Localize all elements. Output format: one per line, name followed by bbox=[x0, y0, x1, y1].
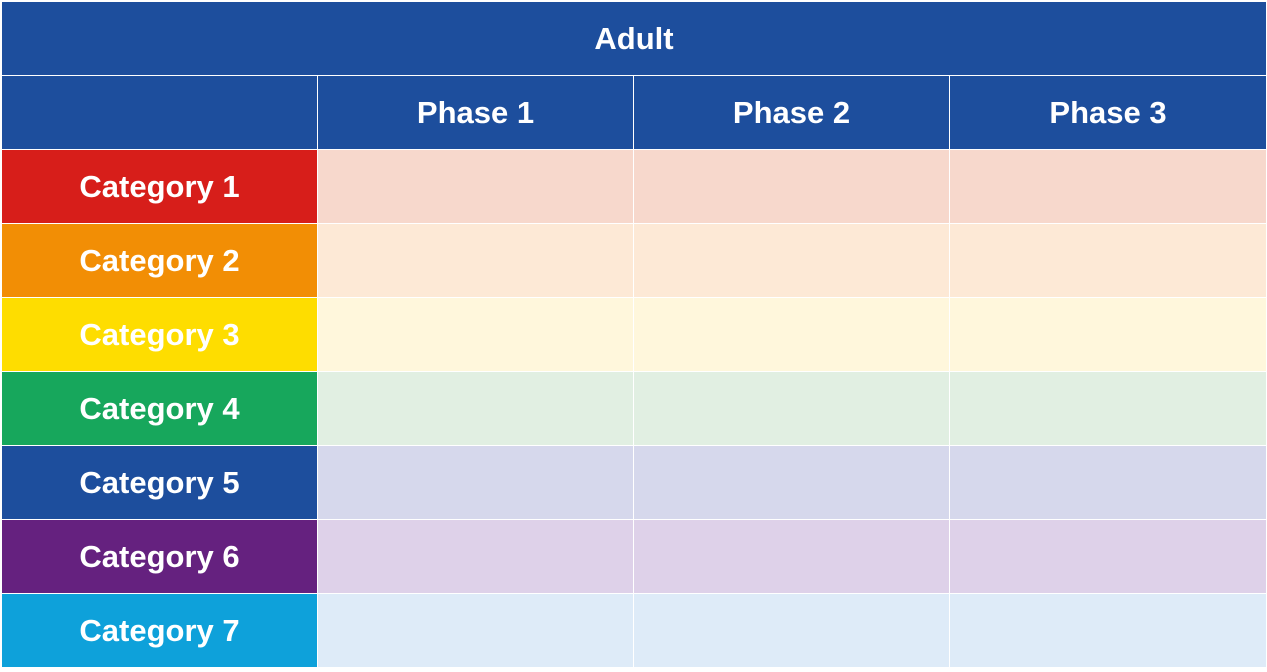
table-cell bbox=[634, 150, 949, 223]
table-cell bbox=[950, 594, 1266, 667]
row-label-category-7: Category 7 bbox=[2, 594, 317, 667]
table-cell bbox=[318, 446, 633, 519]
row-label-category-3: Category 3 bbox=[2, 298, 317, 371]
row-label-category-4: Category 4 bbox=[2, 372, 317, 445]
row-label-category-5: Category 5 bbox=[2, 446, 317, 519]
table-cell bbox=[318, 224, 633, 297]
header-corner bbox=[2, 76, 317, 149]
table-cell bbox=[950, 298, 1266, 371]
table-cell bbox=[634, 224, 949, 297]
table-cell bbox=[950, 520, 1266, 593]
table-cell bbox=[634, 446, 949, 519]
row-label-category-1: Category 1 bbox=[2, 150, 317, 223]
table-cell bbox=[950, 224, 1266, 297]
table-cell bbox=[318, 520, 633, 593]
table-cell bbox=[318, 372, 633, 445]
table-cell bbox=[318, 298, 633, 371]
table-cell bbox=[634, 520, 949, 593]
table-cell bbox=[634, 594, 949, 667]
table-cell bbox=[950, 372, 1266, 445]
table-cell bbox=[634, 372, 949, 445]
table-cell bbox=[950, 446, 1266, 519]
table-title: Adult bbox=[2, 2, 1266, 75]
table-cell bbox=[634, 298, 949, 371]
header-phase-3: Phase 3 bbox=[950, 76, 1266, 149]
header-phase-1: Phase 1 bbox=[318, 76, 633, 149]
table-cell bbox=[318, 594, 633, 667]
row-label-category-2: Category 2 bbox=[2, 224, 317, 297]
table-cell bbox=[318, 150, 633, 223]
table-cell bbox=[950, 150, 1266, 223]
header-phase-2: Phase 2 bbox=[634, 76, 949, 149]
row-label-category-6: Category 6 bbox=[2, 520, 317, 593]
